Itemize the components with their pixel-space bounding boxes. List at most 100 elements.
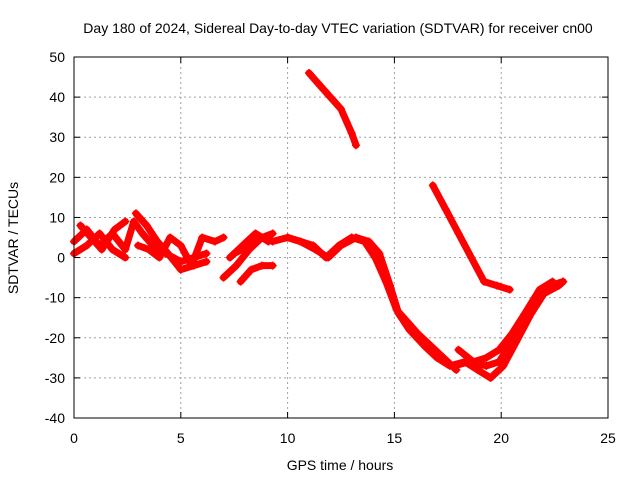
data-point [492,281,501,290]
data-point [413,329,422,338]
data-point [482,361,491,370]
data-point [439,353,448,362]
data-point [441,205,450,214]
data-point [315,81,324,90]
data-point [232,261,241,270]
y-tick-label: 10 [49,209,65,225]
data-series [70,69,568,382]
data-point [236,277,245,286]
y-tick-label: 20 [49,169,65,185]
x-tick-label: 0 [70,430,78,446]
series-line-track-m [305,69,360,149]
data-point [155,253,164,262]
series-line-track-h [237,262,277,286]
data-point [153,237,162,246]
data-point [210,237,219,246]
data-point [202,257,211,266]
y-tick-label: 0 [57,250,65,266]
data-point [381,277,390,286]
data-point [138,229,147,238]
data-point [247,265,256,274]
data-point [351,141,360,150]
data-point [326,93,335,102]
plot-frame [73,56,609,419]
data-point [347,233,356,242]
data-point [486,373,495,382]
data-point [129,217,138,226]
data-point [467,253,476,262]
data-point [230,249,239,258]
data-point [110,225,119,234]
data-point [142,221,151,230]
data-point [82,241,91,250]
data-point [428,181,437,190]
data-point [454,229,463,238]
data-point [495,345,504,354]
data-point [219,273,228,282]
data-point [337,105,345,114]
data-point [283,233,292,242]
y-tick-label: -40 [45,410,65,426]
data-point [202,249,211,258]
y-tick-label: 40 [49,89,65,105]
y-tick-label: 50 [49,49,65,65]
data-point [548,277,557,286]
data-point [296,237,305,246]
data-point [505,285,514,294]
data-point [309,241,318,250]
x-tick-label: 10 [280,430,296,446]
chart-title: Day 180 of 2024, Sidereal Day-to-day VTE… [83,20,593,36]
y-axis-label: SDTVAR / TECUs [5,182,21,294]
data-point [251,229,260,238]
data-point [144,245,153,254]
data-point [480,277,489,286]
data-point [121,217,130,226]
axis-ticks: 0 5 10 15 20 25 -40 -30 -20 -10 0 10 20 30 40 50 [45,49,616,446]
data-point [131,209,140,218]
data-point [426,341,435,350]
data-point [149,241,158,250]
data-point [322,253,331,262]
x-tick-label: 20 [493,430,509,446]
data-point [499,361,508,370]
data-point [360,237,369,246]
data-point [371,253,380,262]
data-point [225,253,234,262]
data-point [257,261,266,270]
data-point [347,129,356,138]
y-tick-label: -20 [45,330,65,346]
data-point [95,229,104,238]
x-tick-label: 5 [177,430,185,446]
y-tick-label: -10 [45,290,65,306]
data-point [268,237,277,246]
data-point [392,305,401,314]
data-point [482,353,491,362]
data-point [87,233,96,242]
data-point [166,233,175,242]
data-point [187,261,196,270]
data-point [520,309,529,318]
data-point [176,241,185,250]
data-point [304,69,313,78]
data-point [334,241,343,250]
y-tick-label: 30 [49,129,65,145]
data-point [454,345,463,354]
data-point [108,245,117,254]
data-point [535,285,544,294]
data-point [559,277,568,286]
data-point [219,233,228,242]
data-point [121,253,130,262]
y-tick-label: -30 [45,370,65,386]
x-tick-label: 25 [600,430,616,446]
x-tick-label: 15 [387,430,403,446]
data-point [450,361,459,370]
series-line-track-n [429,181,514,294]
data-point [375,249,384,258]
data-point [257,233,266,242]
data-point [403,317,412,326]
data-point [121,245,130,254]
data-point [176,265,185,274]
data-point [495,357,504,366]
data-point [134,241,143,250]
